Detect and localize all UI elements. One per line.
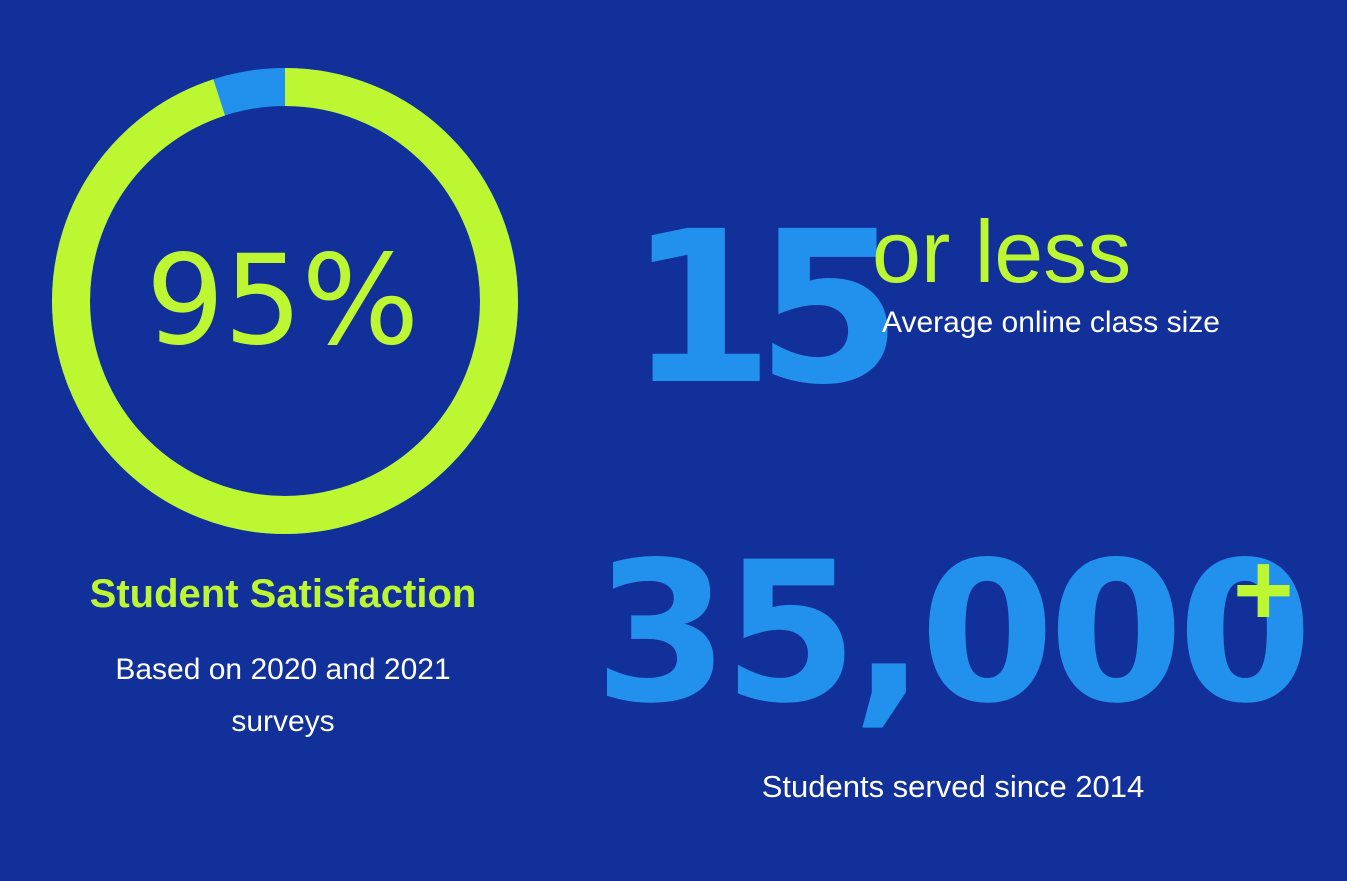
satisfaction-ring-graphic xyxy=(52,68,518,534)
satisfaction-ring: 95% xyxy=(52,68,518,534)
satisfaction-title: Student Satisfaction xyxy=(89,572,477,616)
ring-progress-arc xyxy=(52,68,518,534)
students-served-label: Students served since 2014 xyxy=(761,769,1145,804)
students-served-plus: + xyxy=(1233,532,1294,648)
students-served-number: 35,000 xyxy=(594,520,1313,746)
class-size-qualifier: or less xyxy=(872,202,1132,301)
class-size-number: 15 xyxy=(628,186,902,431)
satisfaction-percent: 95% xyxy=(145,229,420,373)
satisfaction-subtitle: Based on 2020 and 2021 surveys xyxy=(115,653,451,738)
class-size-label: Average online class size xyxy=(882,306,1220,339)
